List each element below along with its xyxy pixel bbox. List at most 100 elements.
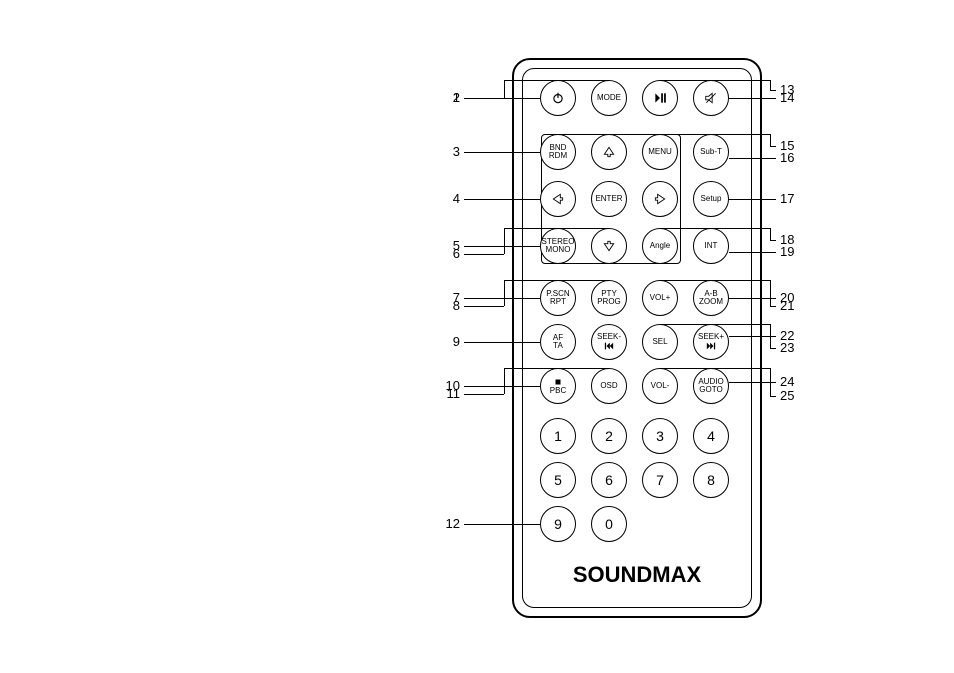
button-label: 0 bbox=[605, 517, 613, 532]
leader-line bbox=[729, 336, 776, 337]
callout-number: 23 bbox=[780, 340, 794, 355]
digit-8-button[interactable]: 8 bbox=[693, 462, 729, 498]
sub-t-button[interactable]: Sub-T bbox=[693, 134, 729, 170]
button-label: MODE bbox=[597, 94, 621, 102]
leader-line bbox=[464, 152, 540, 153]
seek-minus-button[interactable]: SEEK- bbox=[591, 324, 627, 360]
digit-3-button[interactable]: 3 bbox=[642, 418, 678, 454]
leader-line bbox=[729, 98, 776, 99]
digit-2-button[interactable]: 2 bbox=[591, 418, 627, 454]
digit-1-button[interactable]: 1 bbox=[540, 418, 576, 454]
vol-down-button[interactable]: VOL- bbox=[642, 368, 678, 404]
stereo-mono-button[interactable]: STEREO MONO bbox=[540, 228, 576, 264]
setup-button[interactable]: Setup bbox=[693, 181, 729, 217]
leader-line bbox=[464, 306, 504, 307]
leader-line bbox=[504, 368, 609, 369]
leader-line bbox=[770, 280, 771, 306]
seek-plus-button[interactable]: SEEK+ bbox=[693, 324, 729, 360]
button-label: Angle bbox=[650, 242, 670, 250]
down-button[interactable] bbox=[591, 228, 627, 264]
mode-button[interactable]: MODE bbox=[591, 80, 627, 116]
leader-line bbox=[464, 386, 540, 387]
button-label: P.SCN RPT bbox=[546, 290, 569, 307]
play-pause-button[interactable] bbox=[642, 80, 678, 116]
sel-button[interactable]: SEL bbox=[642, 324, 678, 360]
button-label: SEL bbox=[652, 338, 667, 346]
leader-line bbox=[504, 368, 505, 394]
leader-line bbox=[729, 252, 776, 253]
pscn-rpt-button[interactable]: P.SCN RPT bbox=[540, 280, 576, 316]
leader-line bbox=[660, 134, 770, 135]
button-label: ENTER bbox=[595, 195, 622, 203]
leader-line bbox=[464, 199, 540, 200]
power-button[interactable] bbox=[540, 80, 576, 116]
button-label: AF TA bbox=[553, 334, 563, 351]
leader-line bbox=[504, 280, 609, 281]
leader-line bbox=[729, 158, 776, 159]
callout-number: 9 bbox=[453, 334, 460, 349]
leader-line bbox=[464, 394, 504, 395]
leader-line bbox=[770, 146, 776, 147]
vol-up-button[interactable]: VOL+ bbox=[642, 280, 678, 316]
button-label: SEEK+ bbox=[698, 333, 724, 341]
leader-line bbox=[770, 134, 771, 146]
af-ta-button[interactable]: AF TA bbox=[540, 324, 576, 360]
up-button[interactable] bbox=[591, 134, 627, 170]
digit-0-button[interactable]: 0 bbox=[591, 506, 627, 542]
button-label: 5 bbox=[554, 473, 562, 488]
button-label: AUDIO GOTO bbox=[698, 378, 723, 395]
callout-number: 4 bbox=[453, 191, 460, 206]
button-label: VOL- bbox=[651, 382, 670, 390]
leader-line bbox=[729, 382, 776, 383]
digit-6-button[interactable]: 6 bbox=[591, 462, 627, 498]
leader-line bbox=[504, 80, 609, 81]
callout-number: 11 bbox=[447, 386, 461, 401]
leader-line bbox=[504, 280, 505, 306]
button-label: 8 bbox=[707, 473, 715, 488]
button-label: OSD bbox=[600, 382, 617, 390]
callout-number: 14 bbox=[780, 90, 794, 105]
right-button[interactable] bbox=[642, 181, 678, 217]
digit-9-button[interactable]: 9 bbox=[540, 506, 576, 542]
enter-button[interactable]: ENTER bbox=[591, 181, 627, 217]
callout-number: 2 bbox=[453, 90, 460, 105]
button-label: PBC bbox=[550, 387, 566, 395]
button-label: VOL+ bbox=[650, 294, 671, 302]
digit-4-button[interactable]: 4 bbox=[693, 418, 729, 454]
menu-button[interactable]: MENU bbox=[642, 134, 678, 170]
button-label: MENU bbox=[648, 148, 672, 156]
leader-line bbox=[770, 90, 776, 91]
callout-number: 3 bbox=[453, 144, 460, 159]
callout-number: 25 bbox=[780, 388, 794, 403]
mute-button[interactable] bbox=[693, 80, 729, 116]
leader-line bbox=[770, 396, 776, 397]
button-label: 3 bbox=[656, 429, 664, 444]
osd-button[interactable]: OSD bbox=[591, 368, 627, 404]
leader-line bbox=[660, 228, 770, 229]
button-label: A-B ZOOM bbox=[699, 290, 723, 307]
bnd-rdm-button[interactable]: BND RDM bbox=[540, 134, 576, 170]
pbc-stop-button[interactable]: PBC bbox=[540, 368, 576, 404]
diagram-stage: SOUNDMAX SOUNDMAX MODEBND RDMMENUSub-TEN… bbox=[0, 0, 954, 673]
leader-line bbox=[660, 324, 770, 325]
button-label: 1 bbox=[554, 429, 562, 444]
left-button[interactable] bbox=[540, 181, 576, 217]
digit-7-button[interactable]: 7 bbox=[642, 462, 678, 498]
digit-5-button[interactable]: 5 bbox=[540, 462, 576, 498]
callout-number: 19 bbox=[780, 244, 794, 259]
callout-number: 24 bbox=[780, 374, 794, 389]
callout-number: 21 bbox=[780, 298, 794, 313]
leader-line bbox=[770, 80, 771, 90]
callout-number: 16 bbox=[780, 150, 794, 165]
ab-zoom-button[interactable]: A-B ZOOM bbox=[693, 280, 729, 316]
leader-line bbox=[770, 368, 771, 396]
audio-goto-button[interactable]: AUDIO GOTO bbox=[693, 368, 729, 404]
leader-line bbox=[504, 228, 505, 254]
int-button[interactable]: INT bbox=[693, 228, 729, 264]
leader-line bbox=[504, 80, 505, 98]
pty-prog-button[interactable]: PTY PROG bbox=[591, 280, 627, 316]
callout-number: 8 bbox=[453, 298, 460, 313]
button-label: Sub-T bbox=[700, 148, 722, 156]
leader-line bbox=[464, 524, 540, 525]
angle-button[interactable]: Angle bbox=[642, 228, 678, 264]
